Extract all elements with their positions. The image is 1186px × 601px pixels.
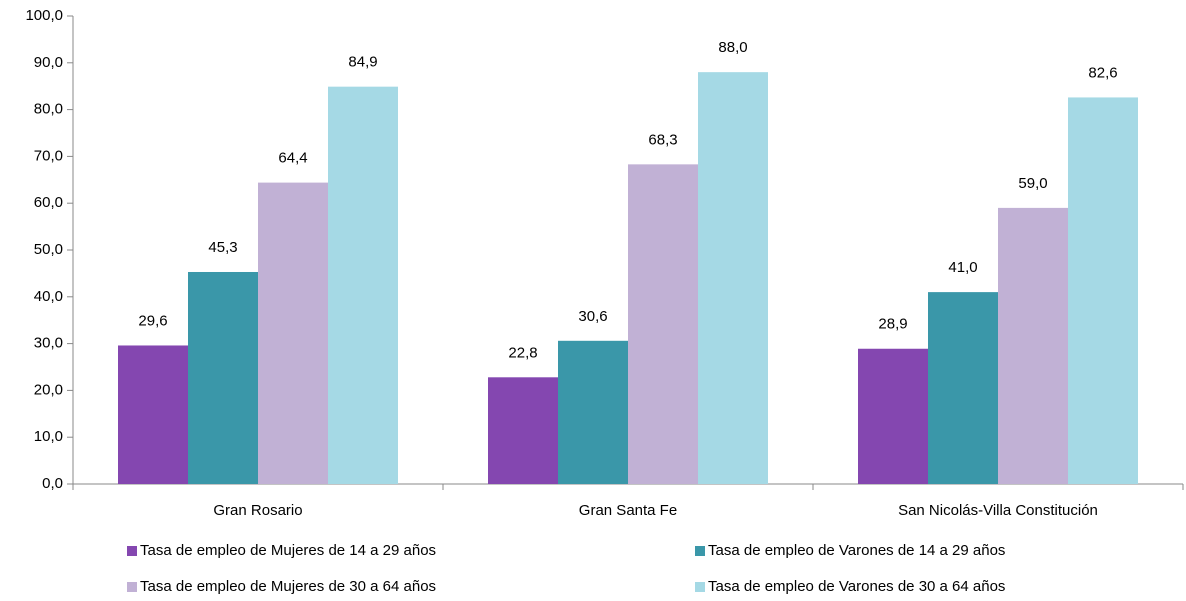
legend-label: Tasa de empleo de Mujeres de 30 a 64 año…	[140, 578, 436, 595]
data-label: 82,6	[1088, 64, 1117, 81]
data-label: 30,6	[578, 308, 607, 325]
data-label: 84,9	[348, 54, 377, 71]
bar	[118, 345, 188, 484]
data-label: 41,0	[948, 259, 977, 276]
y-tick-label: 100,0	[25, 7, 63, 24]
legend-swatch	[127, 582, 137, 592]
legend-swatch	[695, 582, 705, 592]
bar	[628, 164, 698, 484]
y-tick-label: 90,0	[34, 54, 63, 71]
legend-label: Tasa de empleo de Mujeres de 14 a 29 año…	[140, 542, 436, 559]
x-tick-label: San Nicolás-Villa Constitución	[898, 502, 1098, 519]
y-tick-label: 40,0	[34, 288, 63, 305]
x-tick-label: Gran Rosario	[213, 502, 302, 519]
bar	[698, 72, 768, 484]
y-tick-label: 60,0	[34, 194, 63, 211]
y-tick-label: 10,0	[34, 428, 63, 445]
bar	[558, 340, 628, 484]
bar	[928, 292, 998, 484]
data-label: 59,0	[1018, 175, 1047, 192]
bar	[188, 271, 258, 484]
data-label: 22,8	[508, 344, 537, 361]
bar	[488, 377, 558, 484]
data-label: 29,6	[138, 312, 167, 329]
legend-label: Tasa de empleo de Varones de 30 a 64 año…	[708, 578, 1005, 595]
y-tick-label: 70,0	[34, 147, 63, 164]
bar	[258, 182, 328, 484]
bar	[858, 348, 928, 484]
data-label: 28,9	[878, 316, 907, 333]
y-tick-label: 0,0	[42, 475, 63, 492]
data-label: 64,4	[278, 150, 307, 167]
data-label: 45,3	[208, 239, 237, 256]
bar	[998, 207, 1068, 484]
y-tick-label: 30,0	[34, 335, 63, 352]
bar	[1068, 97, 1138, 484]
data-label: 88,0	[718, 39, 747, 56]
y-tick-label: 80,0	[34, 101, 63, 118]
y-tick-label: 20,0	[34, 381, 63, 398]
x-tick-label: Gran Santa Fe	[579, 502, 677, 519]
legend-swatch	[127, 546, 137, 556]
legend-label: Tasa de empleo de Varones de 14 a 29 año…	[708, 542, 1005, 559]
legend-swatch	[695, 546, 705, 556]
bar	[328, 86, 398, 484]
data-label: 68,3	[648, 131, 677, 148]
y-tick-label: 50,0	[34, 241, 63, 258]
